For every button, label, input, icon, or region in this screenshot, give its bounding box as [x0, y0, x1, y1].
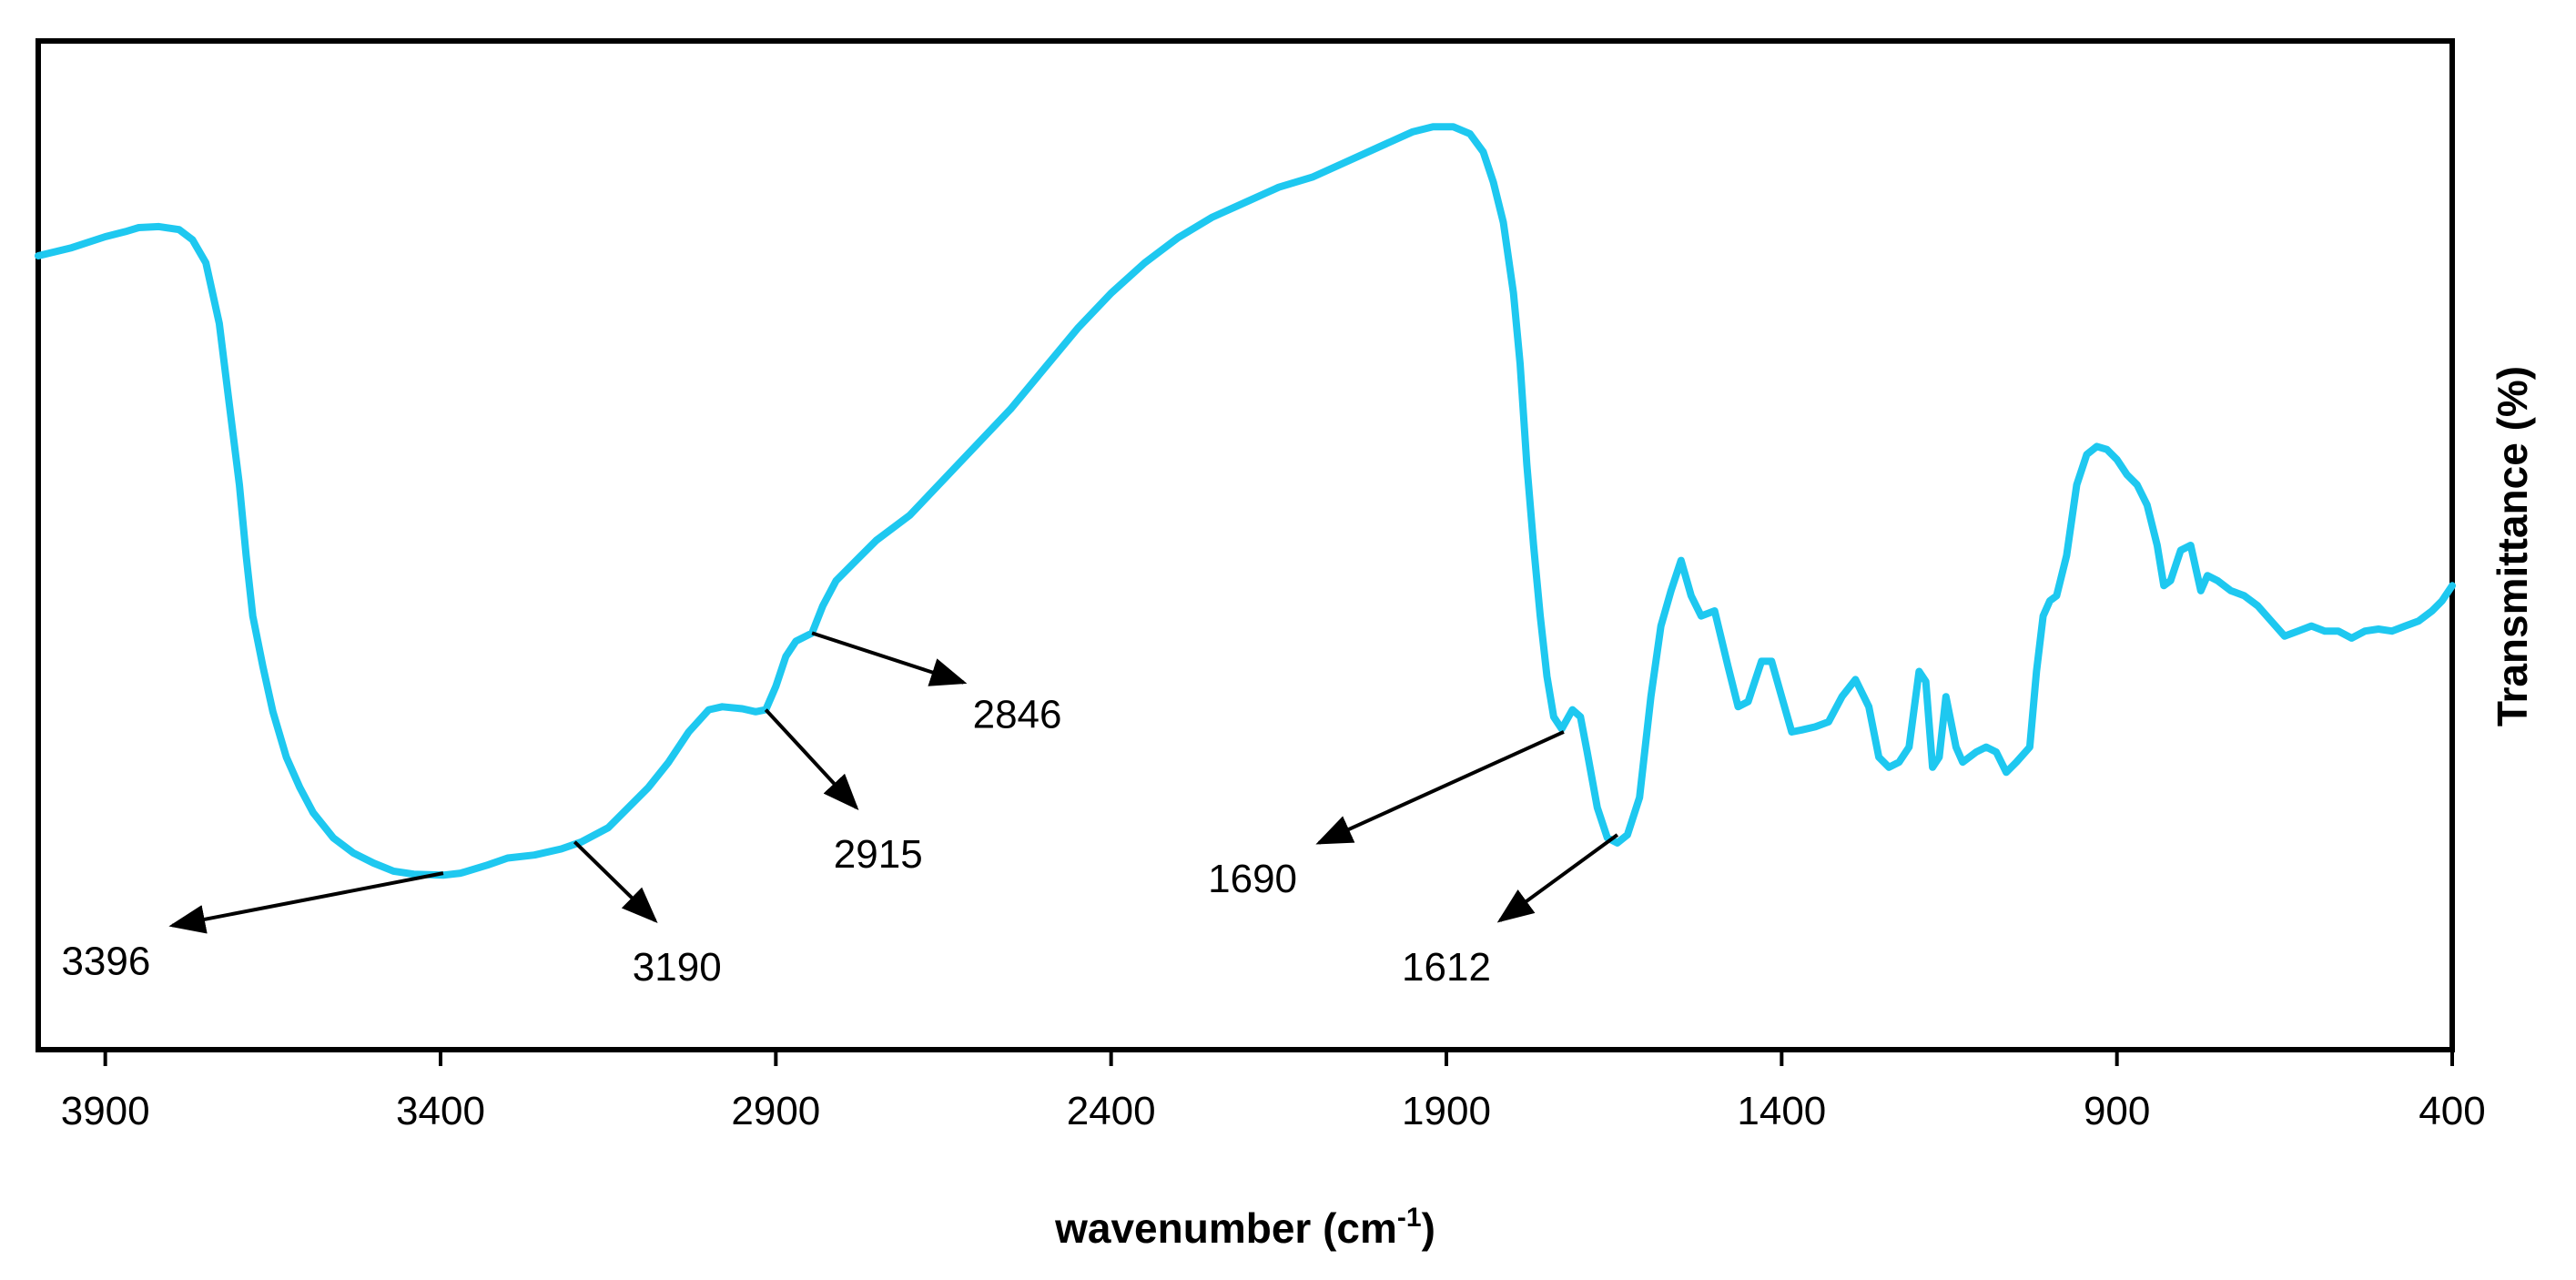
x-tick-label: 900: [2084, 1089, 2150, 1133]
peak-label-2915: 2915: [834, 832, 923, 877]
x-tick-label: 2400: [1067, 1089, 1156, 1133]
x-tick-label: 1400: [1737, 1089, 1826, 1133]
peak-arrow-3190: [573, 840, 658, 923]
peak-arrow-1612: [1496, 833, 1619, 923]
x-axis-tick-labels: 3900 3400 2900 2400 1900 1400 900 400: [61, 1089, 2486, 1133]
x-tick-label: 3400: [396, 1089, 485, 1133]
plot-area-frame: [35, 38, 2455, 1052]
x-axis-title: wavenumber (cm-1): [1054, 1203, 1435, 1252]
peak-label-1612: 1612: [1402, 945, 1491, 990]
peak-arrow-1690: [1315, 730, 1565, 845]
x-axis-title-suffix: ): [1422, 1204, 1435, 1252]
peak-annotations: 3396 3190 2915 2846 1690 1612: [61, 631, 1619, 990]
peak-label-1690: 1690: [1208, 857, 1297, 901]
y-axis-title: Transmittance (%): [2489, 366, 2536, 726]
x-tick-label: 400: [2419, 1089, 2485, 1133]
x-tick-label: 2900: [731, 1089, 820, 1133]
peak-arrow-2846: [811, 631, 968, 686]
peak-label-2846: 2846: [973, 693, 1062, 737]
spectrum-series-line: [35, 123, 2456, 879]
peak-arrow-2915: [764, 708, 859, 811]
x-tick-label: 3900: [61, 1089, 150, 1133]
x-axis-title-superscript: -1: [1397, 1203, 1422, 1233]
x-tick-label: 1900: [1402, 1089, 1491, 1133]
x-axis-ticks: [103, 1050, 2454, 1066]
peak-arrow-3396: [168, 871, 444, 934]
peak-label-3190: 3190: [633, 945, 722, 990]
peak-label-3396: 3396: [61, 940, 150, 984]
